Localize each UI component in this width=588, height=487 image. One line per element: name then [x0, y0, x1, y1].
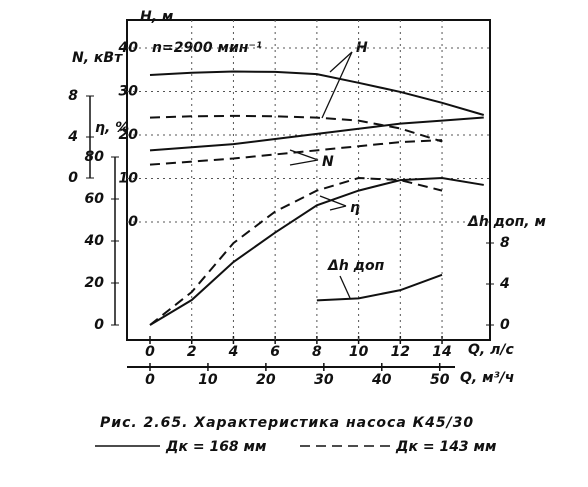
x2-tick-label: 20	[256, 372, 276, 388]
annotation-arrows	[289, 51, 353, 299]
legend-label: Дк = 143 мм	[395, 439, 496, 455]
n-tick-label: 8	[68, 88, 78, 104]
n-tick-label: 4	[67, 129, 78, 145]
n-axis-label: N, кВт	[72, 50, 123, 66]
x2-tick-label: 40	[371, 372, 392, 388]
curve	[149, 176, 443, 326]
annotation: Δh доп	[327, 258, 385, 274]
curve	[316, 273, 443, 302]
eta-axis-label: η, %	[95, 120, 129, 136]
dh-tick-label: 0	[500, 317, 510, 333]
curve	[149, 114, 443, 143]
x-axis-label: Q, л/с	[468, 342, 514, 358]
annotation: η	[350, 200, 360, 216]
plot-frame	[126, 19, 491, 341]
eta-tick-label: 60	[85, 191, 105, 207]
annotation: N	[322, 154, 334, 170]
dh-tick-label: 4	[499, 276, 510, 292]
curve	[149, 176, 484, 326]
legend-label: Дк = 168 мм	[165, 439, 266, 455]
eta-tick-label: 20	[85, 275, 105, 291]
n-tick-label: 0	[68, 170, 78, 186]
dh-tick-label: 8	[500, 235, 510, 251]
x2-tick-label: 10	[198, 372, 218, 388]
eta-tick-label: 0	[94, 317, 104, 333]
x-tick-label: 8	[312, 344, 322, 360]
eta-tick-label: 80	[85, 149, 105, 165]
x-tick-label: 6	[270, 344, 280, 360]
caption: Рис. 2.65. Характеристика насоса К45/30	[100, 415, 474, 431]
x-tick-label: 14	[432, 344, 451, 360]
x-tick-label: 4	[228, 344, 239, 360]
x2-axis-label: Q, м³/ч	[460, 370, 514, 386]
h-axis-label: H, м	[140, 9, 173, 25]
dh-axis-label: Δh доп, м	[467, 214, 546, 230]
x-tick-label: 10	[349, 344, 369, 360]
x-tick-label: 2	[187, 344, 197, 360]
x2-tick-label: 30	[314, 372, 334, 388]
curve	[149, 139, 443, 166]
x2-tick-label: 0	[145, 372, 155, 388]
x-tick-label: 12	[391, 344, 410, 360]
curve	[149, 70, 485, 116]
curve	[149, 116, 484, 152]
x-tick-label: 0	[145, 344, 155, 360]
eta-tick-label: 40	[84, 233, 105, 249]
x2-tick-label: 50	[430, 372, 450, 388]
